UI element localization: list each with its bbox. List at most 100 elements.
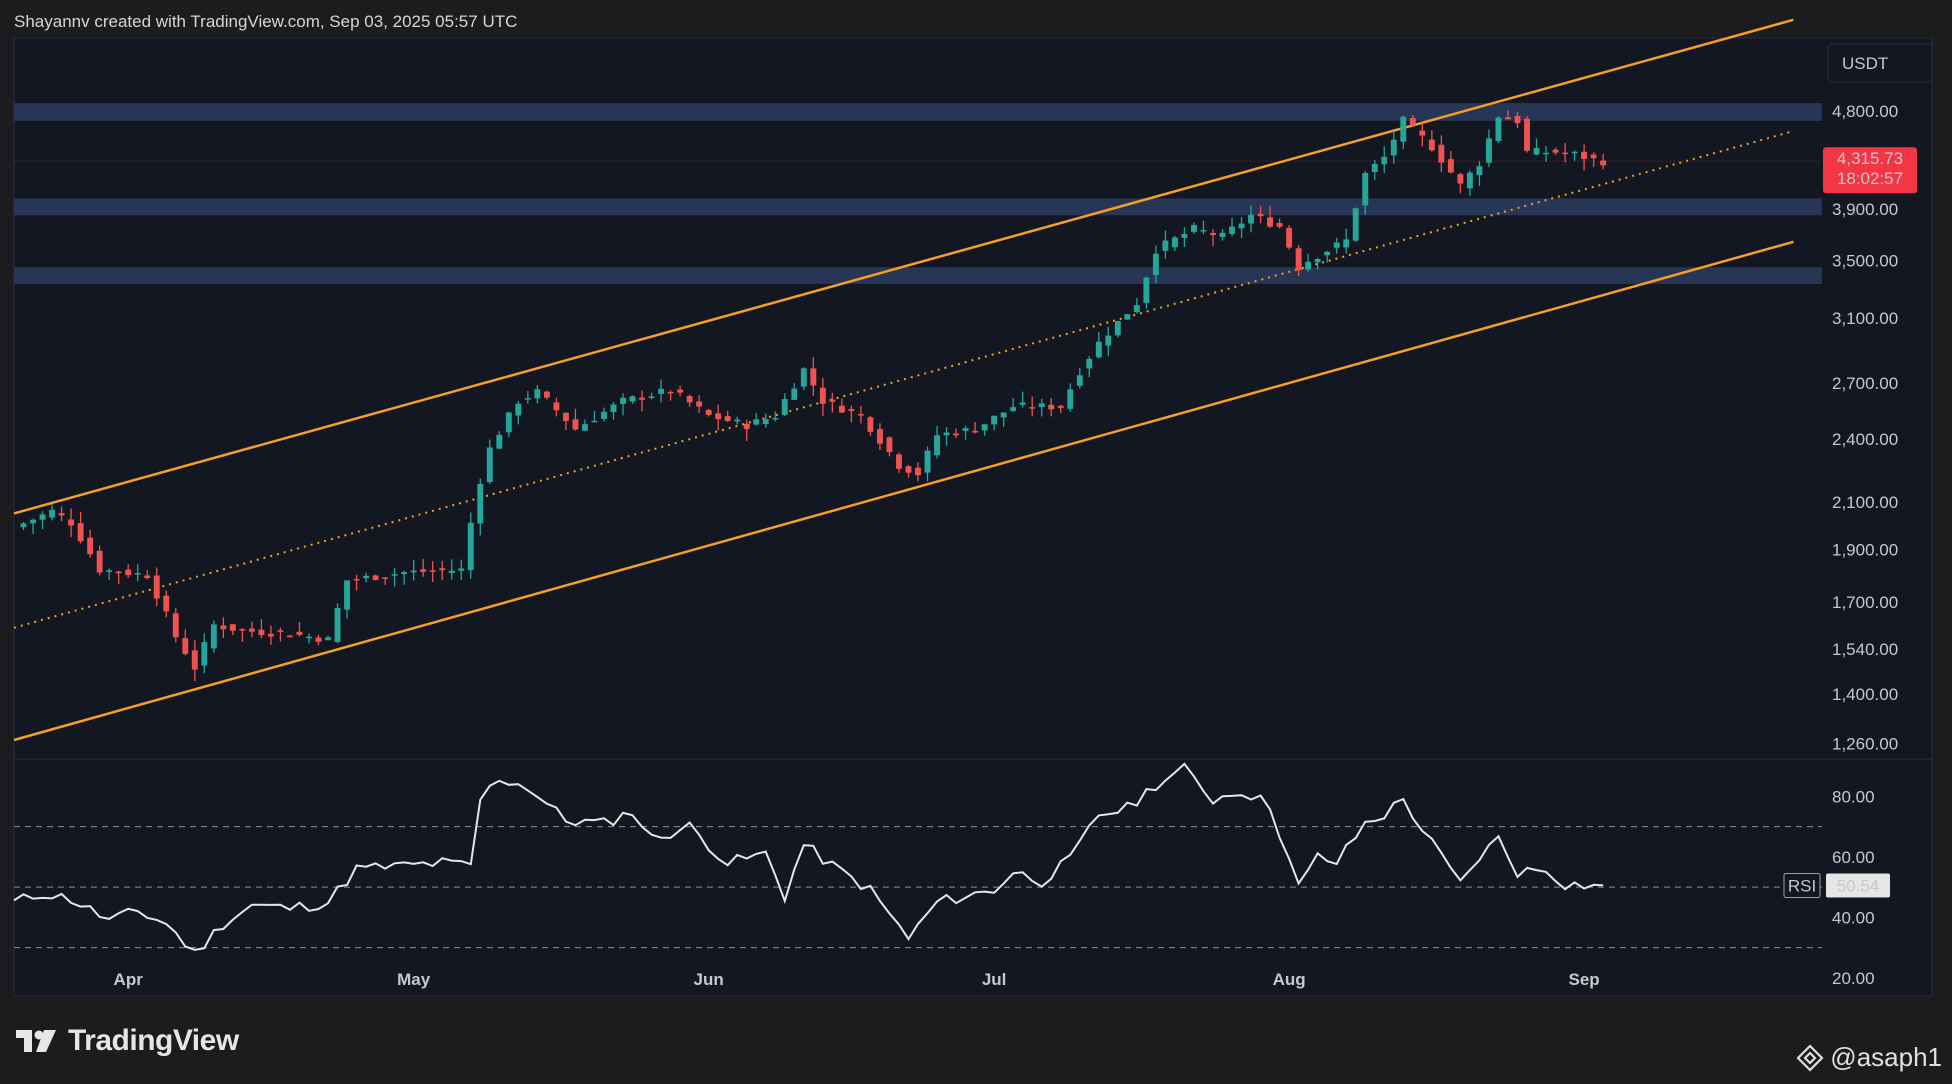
candle-body [239, 629, 246, 631]
candle [791, 383, 798, 400]
candle-body [572, 419, 579, 430]
candle-body [1010, 407, 1017, 411]
candle-body [68, 519, 75, 526]
rsi-value-label: 50.54 [1837, 876, 1880, 895]
candle [1200, 220, 1207, 235]
candle-body [1571, 151, 1578, 154]
candle [991, 415, 998, 431]
candle-body [1029, 407, 1036, 409]
candle [705, 408, 712, 417]
candle [134, 564, 141, 582]
candle [658, 379, 665, 403]
candle-body [781, 399, 788, 415]
candle-body [543, 391, 550, 398]
candle-body [553, 402, 560, 411]
candle-body [629, 396, 636, 402]
candle [1057, 404, 1064, 414]
candle [1038, 398, 1045, 417]
candle-body [220, 625, 227, 630]
candle [1562, 143, 1569, 163]
candle-body [734, 419, 741, 422]
candle-body [1390, 139, 1397, 156]
candle [905, 464, 912, 478]
candle-body [934, 435, 940, 456]
candle [210, 620, 217, 653]
time-tick-label: Apr [114, 970, 144, 989]
candle [1276, 218, 1283, 229]
candle [753, 413, 760, 426]
candle [800, 367, 807, 391]
candle-body [1200, 230, 1207, 232]
rsi-pane [13, 762, 1822, 951]
candle-body [486, 447, 493, 483]
price-tick-label: 4,800.00 [1832, 102, 1898, 121]
candle-body [1495, 117, 1502, 141]
candle-body [1428, 139, 1435, 151]
candle-body [1181, 234, 1188, 238]
candlestick-series [14, 110, 1822, 682]
candle [1171, 235, 1178, 252]
candle-body [1485, 138, 1492, 163]
candle [1295, 245, 1302, 276]
candle-body [410, 570, 417, 573]
candle-body [1076, 375, 1083, 386]
candle-body [791, 388, 798, 400]
candle [429, 561, 436, 583]
chart-credit: Shayannv created with TradingView.com, S… [14, 12, 518, 31]
candle-body [867, 417, 874, 432]
candle-body [924, 450, 931, 473]
candle [886, 436, 893, 457]
candle-body [420, 569, 427, 572]
candle-body [648, 396, 655, 398]
candle-body [496, 434, 503, 449]
candle-body [448, 570, 455, 574]
candle [1010, 398, 1017, 412]
candle [58, 506, 65, 522]
candle [762, 413, 769, 428]
price-tick-label: 3,100.00 [1832, 309, 1898, 328]
candle-body [658, 388, 665, 394]
candle [1333, 237, 1340, 254]
candle [229, 624, 236, 636]
candle [724, 410, 731, 422]
candle [1095, 331, 1102, 359]
candle [1533, 138, 1540, 156]
candle [505, 412, 512, 437]
watermark-handle: @asaph1 [1830, 1042, 1942, 1072]
rsi-tick-label: 20.00 [1832, 969, 1875, 988]
candle-body [372, 575, 379, 580]
candle [1590, 152, 1597, 168]
candle [1143, 276, 1150, 309]
candle-body [39, 514, 46, 520]
candle [39, 511, 46, 530]
candle [1466, 170, 1473, 196]
candle-body [772, 417, 779, 420]
candle-body [353, 578, 360, 581]
binance-diamond-icon [1796, 1043, 1824, 1072]
candle-body [591, 420, 598, 423]
candle [1305, 253, 1312, 272]
candle [838, 398, 845, 414]
candle-body [87, 537, 94, 555]
rsi-legend-label: RSI [1788, 876, 1816, 895]
candle [1419, 122, 1426, 147]
currency-label: USDT [1842, 54, 1888, 73]
candle-body [762, 419, 769, 425]
candle [915, 462, 921, 482]
candle [277, 627, 284, 642]
candle-body [1229, 226, 1235, 234]
candle-body [838, 405, 845, 413]
candle-body [696, 401, 703, 407]
candle [943, 427, 950, 446]
candle-body [639, 397, 645, 400]
candle [172, 607, 179, 643]
candle [496, 431, 503, 449]
candle-body [1048, 404, 1055, 410]
tradingview-logo[interactable]: TradingView [14, 1024, 239, 1058]
candle [467, 512, 474, 579]
candle-body [363, 575, 370, 579]
currency-badge[interactable]: USDT [1827, 43, 1933, 83]
candle [639, 390, 645, 412]
candle-body [144, 575, 151, 579]
